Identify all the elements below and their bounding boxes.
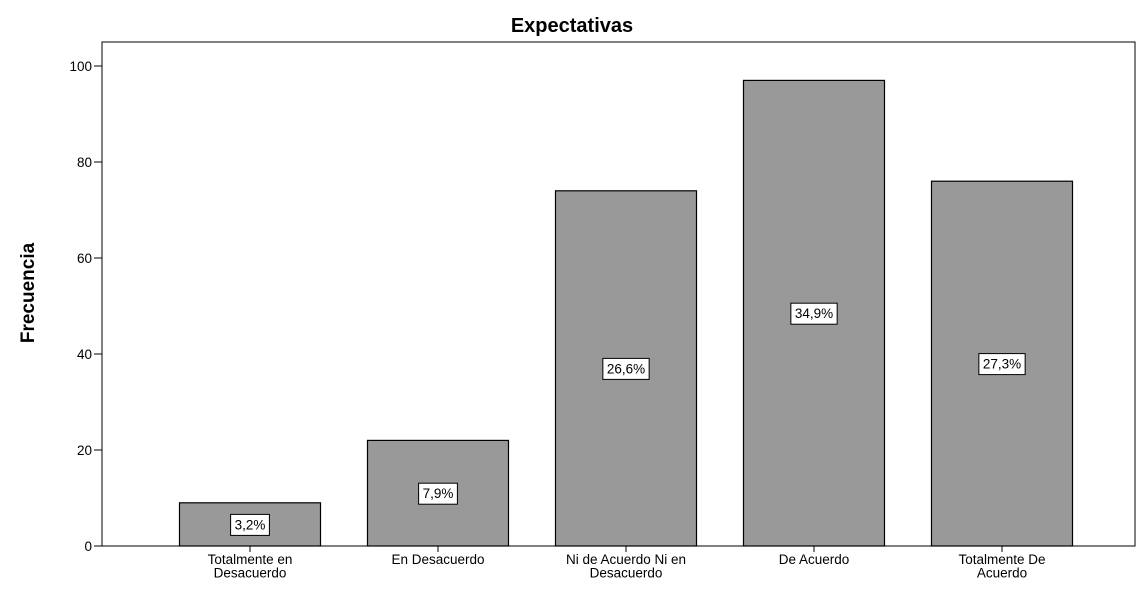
x-category-label: Acuerdo — [977, 566, 1027, 581]
y-axis-label: Frecuencia — [18, 242, 39, 343]
bar-data-label: 26,6% — [607, 361, 645, 376]
bar-data-label: 27,3% — [983, 357, 1021, 372]
bar-data-label: 7,9% — [423, 486, 454, 501]
bar-data-label-box — [790, 302, 838, 325]
bar-data-label-box — [602, 357, 650, 380]
bar-data-label-box — [230, 513, 270, 536]
chart-title: Expectativas — [511, 15, 633, 37]
y-tick-label: 40 — [77, 347, 92, 362]
bar-data-label: 34,9% — [795, 306, 833, 321]
x-category-label: Ni de Acuerdo Ni en — [566, 552, 686, 567]
bar-data-label-box — [978, 353, 1026, 376]
y-tick-label: 0 — [84, 539, 92, 554]
data-labels: 3,2% 7,9% 26,6% 34,9% 27,3% — [230, 302, 1026, 536]
y-tick-label: 20 — [77, 443, 92, 458]
bar-data-label-box — [418, 482, 458, 505]
bars — [178, 79, 1074, 547]
x-category-label: En Desacuerdo — [391, 552, 484, 567]
x-category-label: De Acuerdo — [779, 552, 850, 567]
x-category-label: Totalmente en — [208, 552, 293, 567]
y-tick-label: 80 — [77, 155, 92, 170]
y-axis: 0 20 40 60 80 100 — [69, 59, 102, 554]
x-category-label: Desacuerdo — [590, 566, 663, 581]
y-tick-label: 100 — [69, 59, 92, 74]
y-tick-label: 60 — [77, 251, 92, 266]
x-category-label: Totalmente De — [958, 552, 1045, 567]
bar-data-label: 3,2% — [235, 517, 266, 532]
x-category-label: Desacuerdo — [214, 566, 287, 581]
